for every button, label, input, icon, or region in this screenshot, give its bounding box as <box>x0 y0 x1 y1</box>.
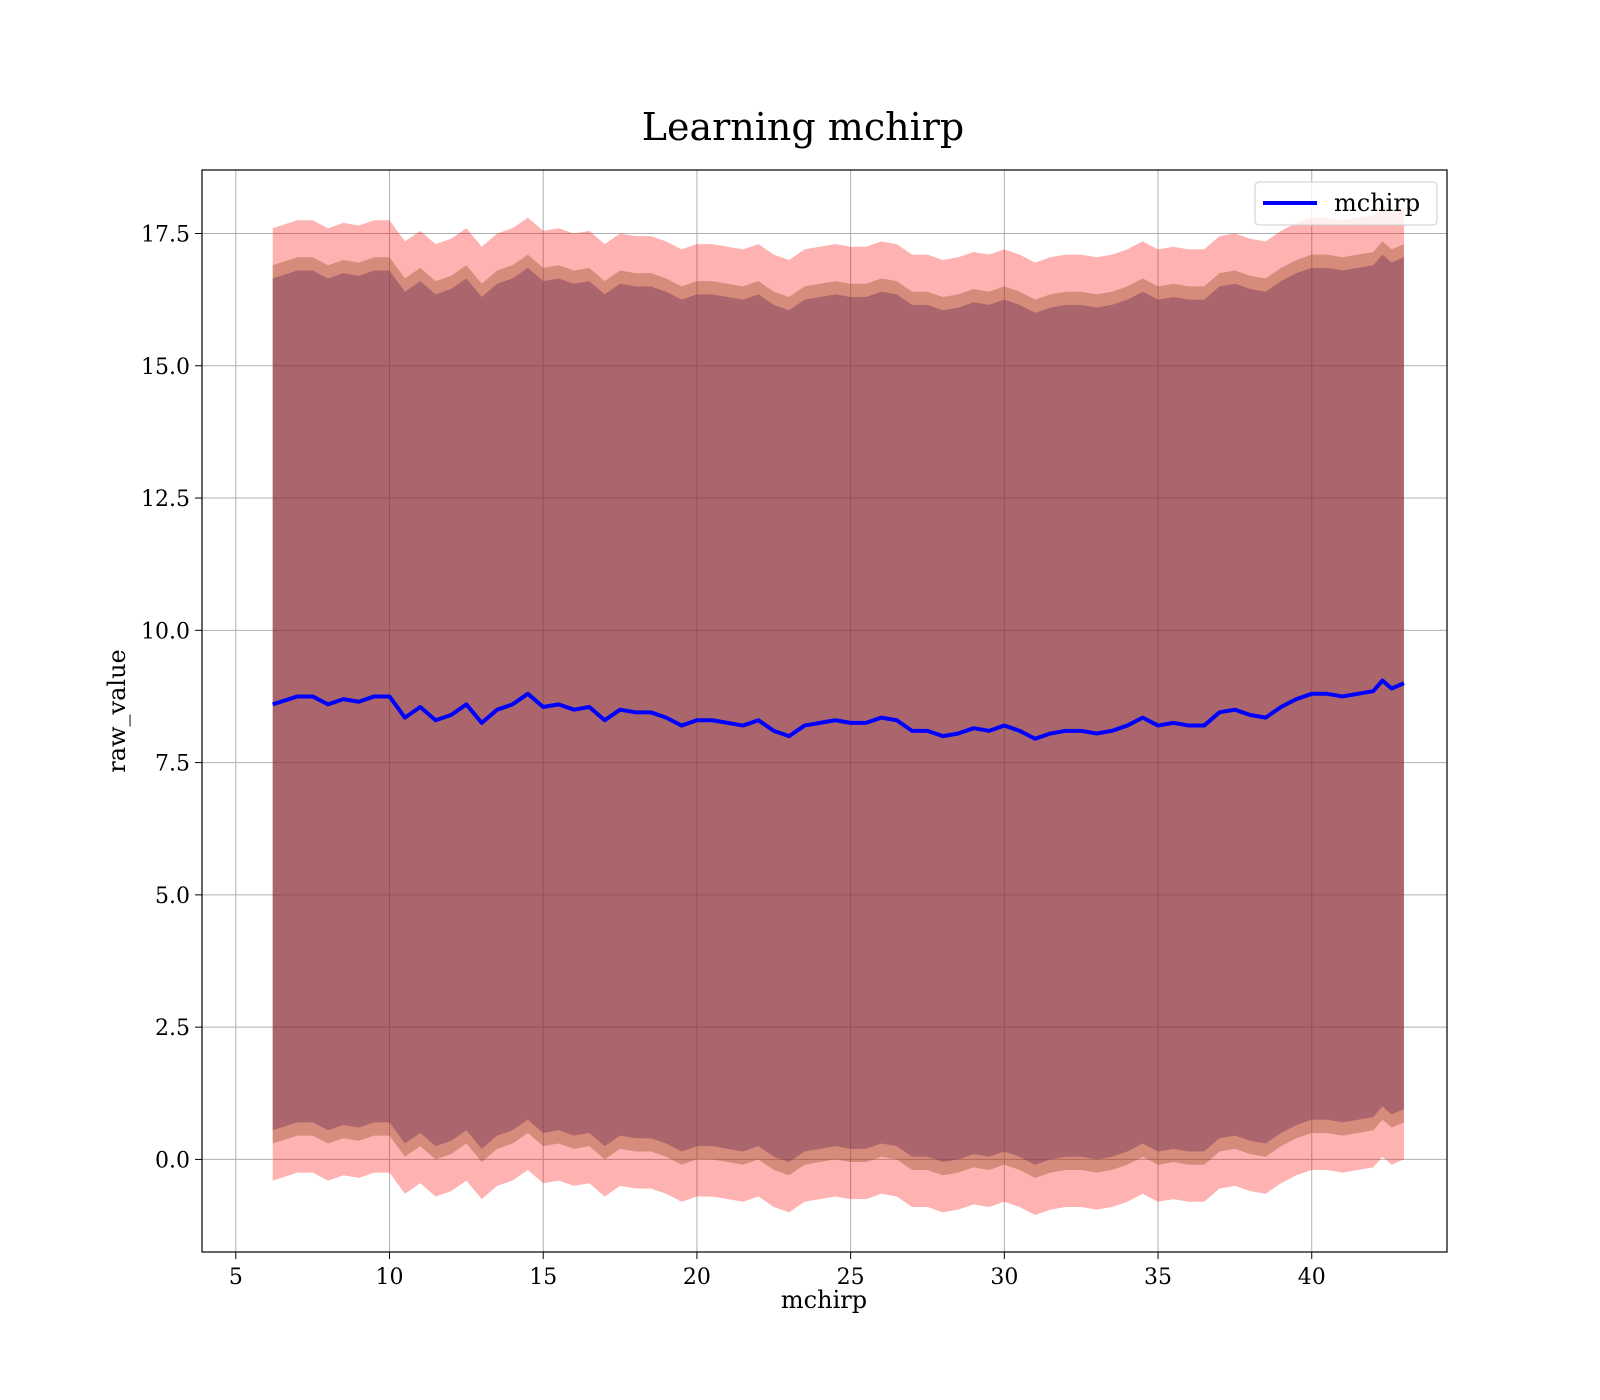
series-line-mchirp <box>272 678 1405 741</box>
data-series <box>272 678 1405 741</box>
x-axis: 5 10 15 20 25 30 35 40 <box>229 1252 1326 1290</box>
plot-frame <box>201 169 1448 1253</box>
x-tick-label: 30 <box>990 1265 1018 1290</box>
x-tick-label: 40 <box>1298 1265 1326 1290</box>
y-tick-label: 10.0 <box>141 619 190 644</box>
plot-area <box>201 169 1448 1253</box>
x-tick-label: 10 <box>376 1265 404 1290</box>
y-tick-label: 17.5 <box>141 222 190 247</box>
legend: mchirp <box>1254 181 1438 226</box>
x-tick-label: 15 <box>529 1265 557 1290</box>
x-tick-label: 20 <box>683 1265 711 1290</box>
y-tick-label: 15.0 <box>141 355 190 380</box>
y-axis-label: raw_value <box>103 649 131 773</box>
confidence-band-3 <box>272 254 1404 1165</box>
legend-label-mchirp: mchirp <box>1334 189 1420 217</box>
chart-title: Learning mchirp <box>642 105 964 149</box>
y-tick-label: 2.5 <box>155 1016 190 1041</box>
y-tick-label: 5.0 <box>155 884 190 909</box>
x-axis-label: mchirp <box>781 1286 867 1314</box>
x-tick-label: 25 <box>837 1265 865 1290</box>
x-tick-label: 5 <box>229 1265 243 1290</box>
confidence-bands <box>272 204 1404 1215</box>
confidence-band-2 <box>272 241 1404 1178</box>
y-tick-label: 12.5 <box>141 487 190 512</box>
grid-lines <box>202 170 1447 1252</box>
legend-box <box>1254 181 1438 226</box>
y-tick-label: 7.5 <box>155 752 190 777</box>
confidence-band-1 <box>272 204 1404 1215</box>
x-tick-label: 35 <box>1144 1265 1172 1290</box>
y-tick-label: 0.0 <box>155 1148 190 1173</box>
y-axis: 0.0 2.5 5.0 7.5 10.0 12.5 15.0 17.5 <box>141 222 202 1173</box>
